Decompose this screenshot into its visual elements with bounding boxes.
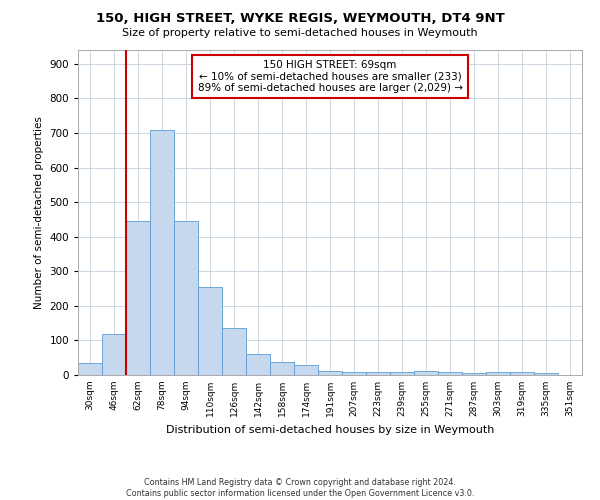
Bar [150,130,174,375]
Bar [294,364,318,375]
Bar [510,372,534,375]
Bar [342,372,366,375]
Bar [246,354,270,375]
Bar [366,372,390,375]
Bar [390,372,414,375]
Bar [174,221,198,375]
Bar [534,374,558,375]
Text: 150, HIGH STREET, WYKE REGIS, WEYMOUTH, DT4 9NT: 150, HIGH STREET, WYKE REGIS, WEYMOUTH, … [95,12,505,26]
Bar [318,371,342,375]
Text: 150 HIGH STREET: 69sqm
← 10% of semi-detached houses are smaller (233)
89% of se: 150 HIGH STREET: 69sqm ← 10% of semi-det… [197,60,463,93]
Bar [102,334,126,375]
X-axis label: Distribution of semi-detached houses by size in Weymouth: Distribution of semi-detached houses by … [166,424,494,434]
Bar [126,221,150,375]
Bar [438,372,462,375]
Bar [198,287,222,375]
Bar [486,372,510,375]
Bar [414,371,438,375]
Bar [270,362,294,375]
Bar [78,363,102,375]
Y-axis label: Number of semi-detached properties: Number of semi-detached properties [34,116,44,309]
Text: Contains HM Land Registry data © Crown copyright and database right 2024.
Contai: Contains HM Land Registry data © Crown c… [126,478,474,498]
Bar [462,374,486,375]
Bar [222,328,246,375]
Text: Size of property relative to semi-detached houses in Weymouth: Size of property relative to semi-detach… [122,28,478,38]
